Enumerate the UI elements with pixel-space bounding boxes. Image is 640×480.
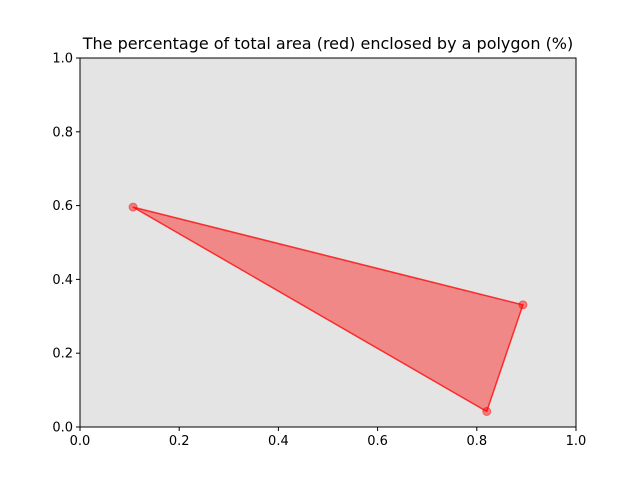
polygon-vertex-2: [518, 300, 528, 310]
x-tick-label-2: 0.4: [268, 434, 289, 449]
y-axis: 0.0 0.2 0.4 0.6 0.8 1.0: [52, 52, 80, 436]
y-tick-label-3: 0.6: [52, 199, 73, 214]
x-tick-label-4: 0.8: [466, 434, 487, 449]
polygon-vertex-3: [482, 407, 492, 417]
y-tick-label-1: 0.2: [52, 347, 73, 362]
x-tick-label-0: 0.0: [70, 434, 91, 449]
x-tick-label-1: 0.2: [169, 434, 190, 449]
chart-title: The percentage of total area (red) enclo…: [82, 34, 574, 53]
enclosed-polygon: [132, 206, 524, 413]
plot-background: [80, 58, 576, 427]
polygon-vertices: [128, 202, 528, 417]
plot-frame: [79, 57, 577, 428]
x-tick-label-5: 1.0: [566, 434, 587, 449]
y-tick-label-0: 0.0: [52, 421, 73, 436]
x-axis: 0.0 0.2 0.4 0.6 0.8 1.0: [70, 427, 587, 449]
x-tick-label-3: 0.6: [367, 434, 388, 449]
y-tick-label-2: 0.4: [52, 273, 73, 288]
polygon-vertex-1: [128, 202, 138, 212]
y-tick-label-5: 1.0: [52, 52, 73, 67]
y-tick-label-4: 0.8: [52, 125, 73, 140]
